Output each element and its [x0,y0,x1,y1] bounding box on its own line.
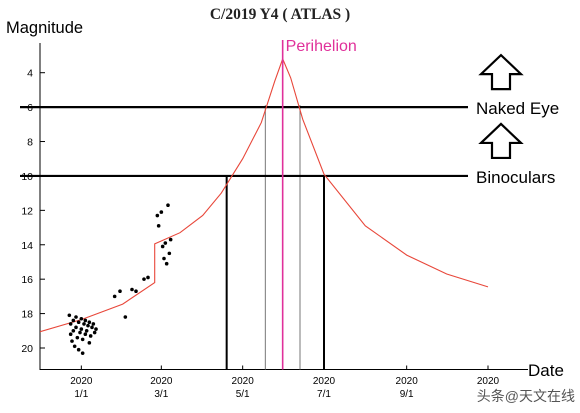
observation-point [87,341,92,345]
observation-point [80,337,85,342]
observation-point [83,318,88,323]
observation-point [94,327,98,331]
x-tick-date: 9/1 [400,389,414,400]
threshold-label: Naked Eye [476,99,559,118]
observation-point [159,210,164,214]
visibility-window-lines [225,105,325,370]
y-tick-label: 14 [21,240,33,252]
observation-point [162,256,166,261]
observation-point [87,320,92,324]
y-tick-label: 8 [27,137,33,149]
x-tick-date: 5/1 [236,389,250,400]
x-tick-year: 2020 [477,376,500,387]
x-tick-year: 2020 [70,376,93,387]
observation-point [156,224,161,228]
observation-point [74,315,78,319]
observation-point [167,251,172,256]
observation-point [70,339,74,343]
observation-point [163,241,168,245]
x-tick-year: 2020 [396,376,419,387]
observation-point [74,325,78,330]
observation-point [168,237,173,242]
watermark: 头条@天文在线 [477,388,575,404]
observation-point [123,315,128,319]
y-tick-label: 12 [21,205,33,217]
observation-point [88,334,93,338]
observation-point [68,322,73,326]
x-tick-year: 2020 [150,376,173,387]
observation-point [78,330,82,335]
up-arrow-icon [478,53,524,91]
observation-point [71,328,76,333]
observation-point [67,313,72,318]
observation-point [76,347,81,352]
threshold-lines: Naked Eye Binoculars [20,99,559,187]
observation-point [92,330,97,335]
observation-point [146,275,150,280]
observation-point [166,203,170,207]
y-tick-label: 18 [21,309,33,321]
observation-point [79,316,84,321]
x-tick-date: 3/1 [154,389,168,400]
observation-point [118,289,122,294]
chart-title: C/2019 Y4 ( ATLAS ) [210,6,350,23]
observation-point [76,320,81,324]
observation-point [86,323,90,328]
y-tick-label: 20 [21,343,33,355]
x-axis-label: Date [528,361,564,380]
x-tick-year: 2020 [313,376,336,387]
x-tick-year: 2020 [232,376,255,387]
y-tick-label: 4 [27,68,33,80]
observation-point [160,244,165,249]
observation-point [83,332,88,337]
observation-point [142,277,146,281]
observation-point [112,294,117,299]
observation-point [90,325,94,330]
x-tick-date: 1/1 [74,389,88,400]
y-tick-label: 16 [21,274,33,286]
observation-point [134,289,138,294]
threshold-arrows [478,53,524,160]
perihelion-label: Perihelion [286,38,357,55]
observation-point [130,287,134,292]
x-ticks: 2020 1/1 2020 3/1 2020 5/1 2020 7/1 2020 9/1 2020 [70,365,500,400]
observation-point [82,322,86,326]
x-tick-date: 7/1 [317,389,331,400]
observation-point [71,318,76,323]
prediction-curve-group [40,57,489,333]
observation-point [68,332,73,337]
perihelion-group: Perihelion [281,38,357,370]
observation-point [84,328,89,333]
observation-point [75,335,80,340]
observation-point [79,327,84,331]
observation-point [72,344,77,349]
observation-point [164,261,169,266]
y-ticks: 468101214161820 [21,68,45,355]
prediction-curve [40,57,489,333]
observation-point [80,351,85,355]
observation-point [155,213,160,218]
threshold-label: Binoculars [476,168,555,187]
y-axis-label: Magnitude [6,19,83,37]
up-arrow-icon [478,122,524,160]
observation-points [67,203,173,355]
observation-point [91,322,96,326]
